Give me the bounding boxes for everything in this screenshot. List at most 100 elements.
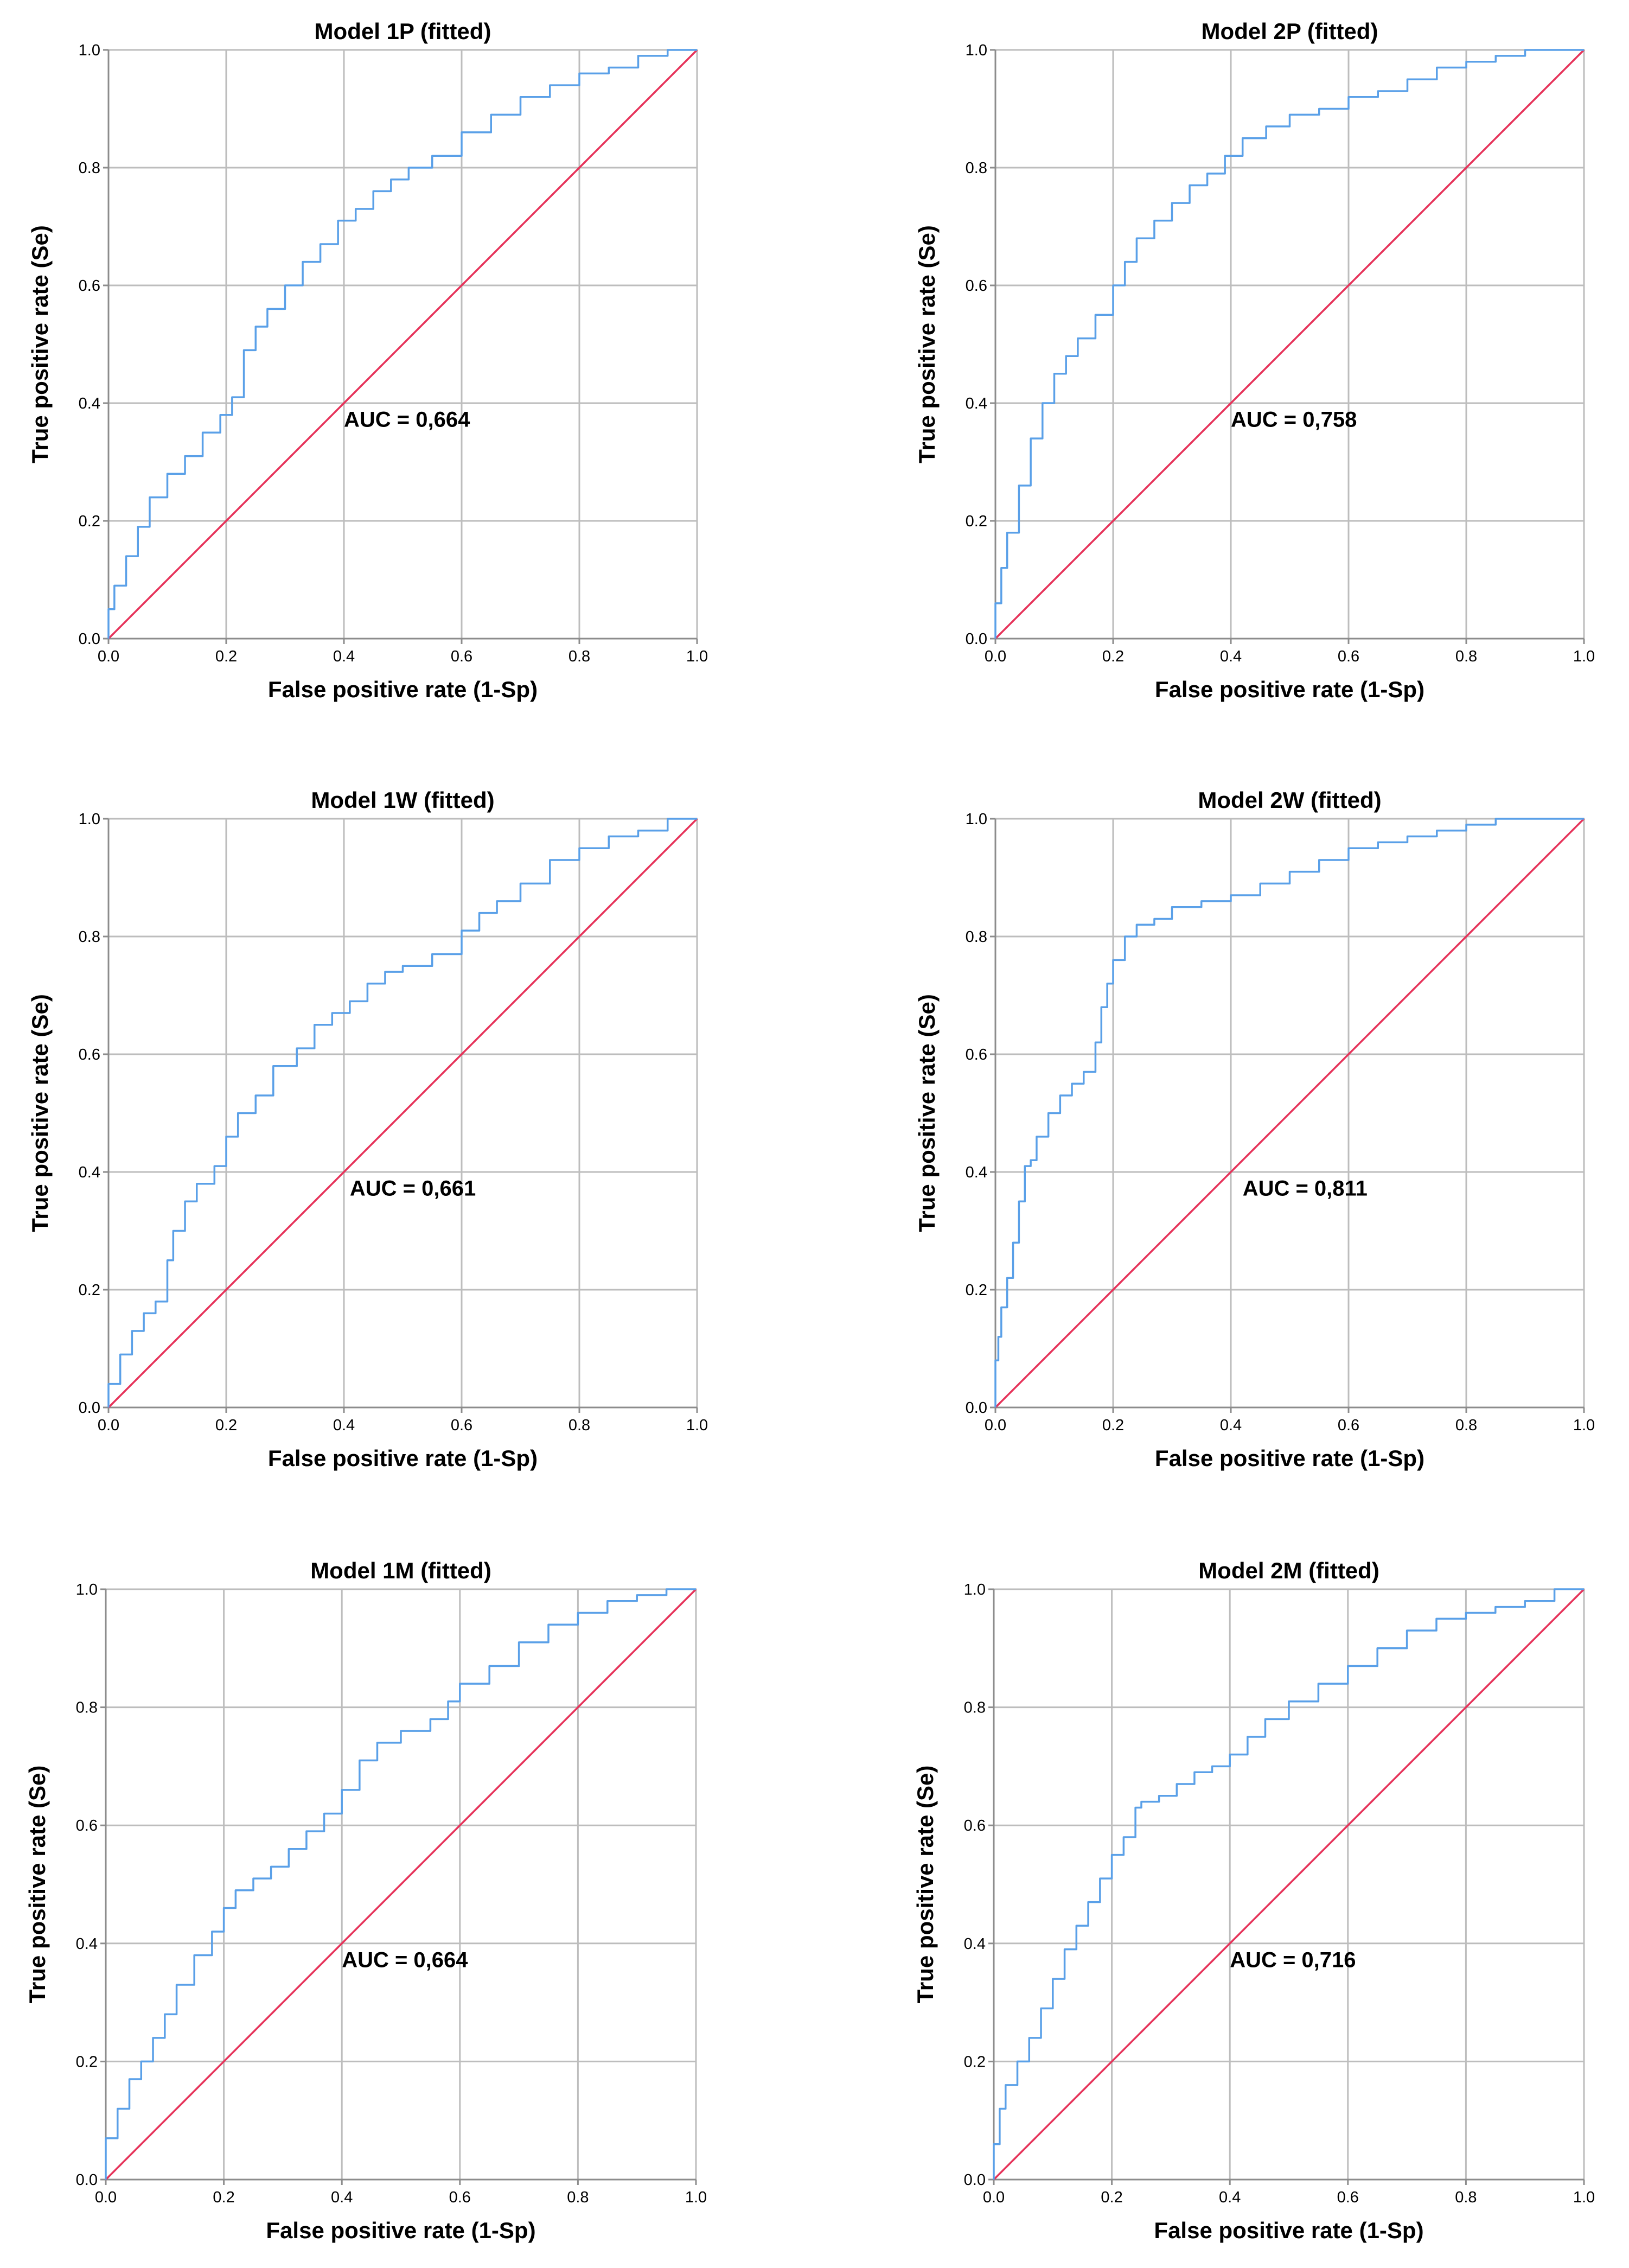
y-tick-label: 0.8 [964, 1699, 986, 1717]
y-tick-label: 1.0 [966, 811, 987, 828]
auc-annotation: AUC = 0,661 [350, 1176, 476, 1200]
y-tick-label: 0.0 [76, 2171, 98, 2189]
auc-annotation: AUC = 0,716 [1230, 1948, 1356, 1972]
chart-title: Model 1P (fitted) [315, 18, 491, 44]
roc-curve [105, 1588, 696, 2180]
y-tick-label: 0.4 [79, 1164, 100, 1181]
x-tick-label: 0.4 [333, 1417, 355, 1434]
y-tick-label: 0.2 [964, 2053, 986, 2070]
y-tick-label: 0.4 [79, 395, 100, 412]
reference-line [994, 818, 1585, 1409]
y-tick-label: 0.0 [964, 2171, 986, 2189]
roc-curve [107, 49, 697, 639]
x-tick-label: 0.2 [1101, 2189, 1122, 2206]
x-tick-label: 0.8 [568, 648, 590, 665]
auc-annotation: AUC = 0,664 [342, 1948, 468, 1972]
y-tick-label: 0.4 [966, 1164, 987, 1181]
chart-title: Model 2W (fitted) [1198, 787, 1381, 813]
x-tick-label: 0.8 [1455, 648, 1477, 665]
y-axis-label: True positive rate (Se) [914, 225, 940, 463]
y-tick-label: 0.8 [966, 928, 987, 946]
y-axis-label: True positive rate (Se) [914, 994, 940, 1232]
y-tick-label: 0.0 [966, 1399, 987, 1417]
roc-panel-3: 0.00.0 0.2 0.2 0.4 0.4 0.6 0.6 0.8 0.8 1.0 1.0 AUC … [27, 787, 708, 1471]
y-axis-label: True positive rate (Se) [27, 225, 53, 463]
y-tick-label: 0.0 [966, 630, 987, 648]
y-tick-label: 1.0 [79, 811, 100, 828]
y-tick-label: 0.8 [79, 928, 100, 946]
x-tick-label: 1.0 [1573, 1417, 1595, 1434]
x-tick-label: 0.2 [1102, 1417, 1124, 1434]
roc-curve [107, 818, 697, 1407]
x-axis-label: False positive rate (1-Sp) [266, 2218, 535, 2243]
y-tick-label: 0.8 [79, 160, 100, 177]
roc-curve [994, 818, 1584, 1407]
y-axis-label: True positive rate (Se) [912, 1766, 938, 2004]
x-tick-label: 0.6 [449, 2189, 471, 2206]
x-tick-label: 1.0 [686, 648, 708, 665]
x-tick-label: 0.8 [1455, 2189, 1477, 2206]
x-axis-label: False positive rate (1-Sp) [1154, 2218, 1423, 2243]
x-tick-label: 0.4 [1220, 1417, 1242, 1434]
y-tick-label: 1.0 [966, 42, 987, 59]
x-tick-label: 0.0 [983, 2189, 1005, 2206]
x-tick-label: 0.2 [215, 1417, 237, 1434]
auc-annotation: AUC = 0,811 [1243, 1176, 1368, 1200]
chart-title: Model 2P (fitted) [1202, 18, 1378, 44]
y-axis-label: True positive rate (Se) [27, 994, 53, 1232]
x-tick-label: 0.0 [98, 648, 119, 665]
x-tick-label: 0.8 [568, 1417, 590, 1434]
x-tick-label: 0.2 [1102, 648, 1124, 665]
x-tick-label: 1.0 [685, 2189, 707, 2206]
y-tick-label: 0.6 [966, 1046, 987, 1063]
y-tick-label: 0.2 [966, 513, 987, 530]
x-tick-label: 0.6 [451, 648, 472, 665]
reference-line [107, 818, 698, 1409]
reference-line [994, 49, 1585, 640]
chart-title: Model 1W (fitted) [311, 787, 494, 813]
chart-title: Model 2M (fitted) [1198, 1558, 1379, 1583]
roc-panel-5: 0.00.0 0.2 0.2 0.4 0.4 0.6 0.6 0.8 0.8 1.0 1.0 AUC … [24, 1558, 707, 2243]
x-tick-label: 1.0 [686, 1417, 708, 1434]
x-tick-label: 0.8 [1455, 1417, 1477, 1434]
roc-curve [994, 49, 1584, 639]
x-tick-label: 0.6 [1338, 648, 1359, 665]
x-axis-label: False positive rate (1-Sp) [268, 1445, 538, 1471]
y-tick-label: 0.8 [966, 160, 987, 177]
chart-title: Model 1M (fitted) [310, 1558, 491, 1583]
y-tick-label: 0.8 [76, 1699, 98, 1717]
reference-line [107, 49, 698, 640]
x-tick-label: 0.4 [333, 648, 355, 665]
x-tick-label: 0.8 [567, 2189, 589, 2206]
y-tick-label: 0.6 [964, 1817, 986, 1834]
x-tick-label: 0.0 [98, 1417, 119, 1434]
x-tick-label: 1.0 [1573, 2189, 1595, 2206]
y-tick-label: 1.0 [79, 42, 100, 59]
auc-annotation: AUC = 0,758 [1231, 407, 1357, 431]
x-tick-label: 0.6 [451, 1417, 472, 1434]
y-tick-label: 0.6 [76, 1817, 98, 1834]
roc-panel-2: 0.00.0 0.2 0.2 0.4 0.4 0.6 0.6 0.8 0.8 1.0 1.0 AUC … [914, 18, 1595, 702]
y-tick-label: 0.2 [79, 1282, 100, 1299]
reference-line [105, 1588, 697, 2181]
x-tick-label: 0.0 [95, 2189, 117, 2206]
y-tick-label: 0.0 [79, 630, 100, 648]
roc-curve [993, 1588, 1584, 2180]
y-tick-label: 0.4 [76, 1935, 98, 1953]
y-axis-label: True positive rate (Se) [24, 1766, 50, 2004]
x-tick-label: 0.4 [1219, 2189, 1241, 2206]
y-tick-label: 0.4 [966, 395, 987, 412]
x-tick-label: 0.6 [1338, 1417, 1359, 1434]
x-axis-label: False positive rate (1-Sp) [1155, 1445, 1424, 1471]
x-tick-label: 0.0 [985, 1417, 1006, 1434]
x-tick-label: 0.4 [1220, 648, 1242, 665]
y-tick-label: 0.2 [79, 513, 100, 530]
x-tick-label: 0.0 [985, 648, 1006, 665]
y-tick-label: 0.0 [79, 1399, 100, 1417]
x-tick-label: 0.2 [215, 648, 237, 665]
y-tick-label: 0.4 [964, 1935, 986, 1953]
y-tick-label: 0.6 [79, 277, 100, 295]
roc-panel-4: 0.00.0 0.2 0.2 0.4 0.4 0.6 0.6 0.8 0.8 1.0 1.0 AUC … [914, 787, 1595, 1471]
